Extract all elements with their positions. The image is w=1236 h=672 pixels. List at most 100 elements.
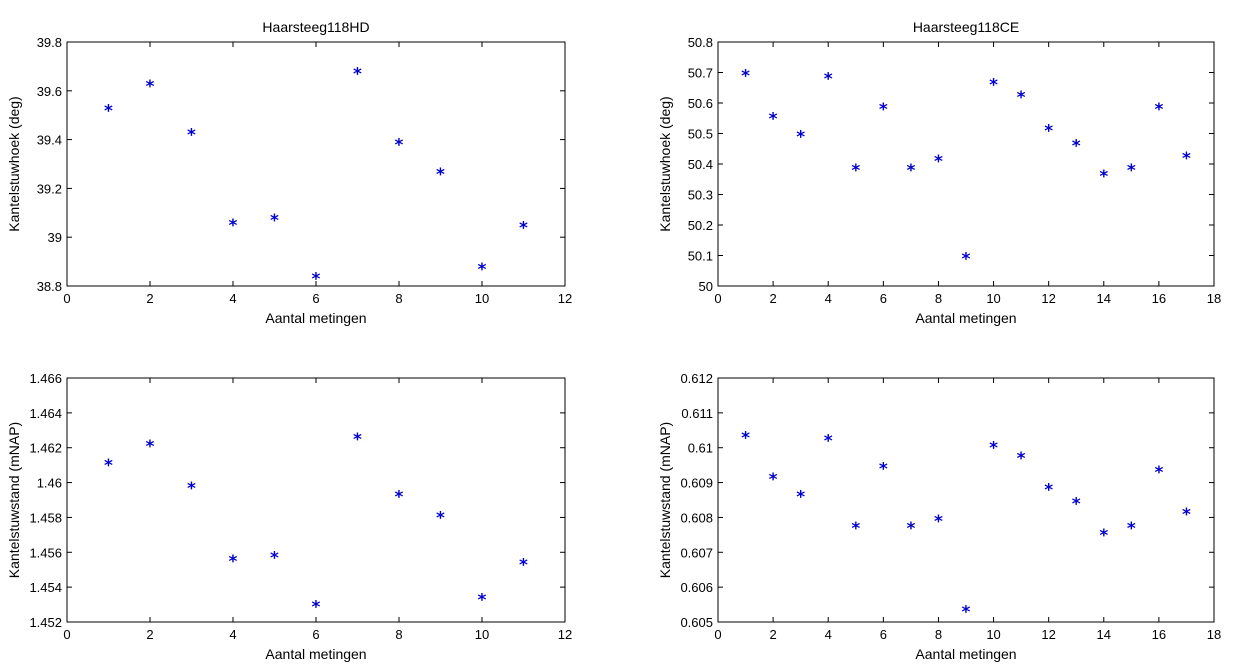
x-tick-label: 4: [229, 627, 236, 642]
x-tick-label: 12: [1041, 291, 1055, 306]
y-tick-label: 0.612: [680, 371, 713, 386]
x-tick-label: 2: [769, 627, 776, 642]
y-tick-label: 1.454: [29, 580, 62, 595]
data-point: *: [1099, 167, 1108, 187]
y-tick-label: 39: [48, 230, 62, 245]
data-point: *: [741, 67, 750, 87]
x-tick-label: 2: [769, 291, 776, 306]
data-point: *: [989, 76, 998, 96]
chart-title: Haarsteeg118HD: [262, 19, 369, 35]
x-tick-label: 12: [558, 627, 572, 642]
axes-box: [717, 377, 1215, 623]
y-tick-label: 0.61: [688, 441, 713, 456]
x-tick-label: 16: [1152, 627, 1166, 642]
data-point: *: [962, 603, 971, 623]
data-point: *: [962, 250, 971, 270]
y-tick-label: 0.608: [680, 510, 713, 525]
x-tick-label: 14: [1097, 627, 1111, 642]
data-point: *: [312, 270, 321, 290]
x-tick-label: 12: [558, 291, 572, 306]
x-tick-label: 8: [395, 291, 402, 306]
data-point: *: [1072, 494, 1081, 514]
data-point: *: [187, 479, 196, 499]
y-axis-label: Kantelstuwstand (mNAP): [6, 422, 22, 578]
x-axis-label: Aantal metingen: [265, 310, 366, 326]
data-point: *: [851, 161, 860, 181]
y-tick-label: 50.7: [688, 66, 713, 81]
x-tick-label: 6: [312, 291, 319, 306]
x-tick-label: 10: [986, 291, 1000, 306]
y-tick-label: 39.2: [37, 181, 62, 196]
y-tick-label: 1.452: [29, 615, 62, 630]
y-tick-label: 1.464: [29, 406, 62, 421]
data-point: *: [104, 456, 113, 476]
y-tick-label: 0.607: [680, 545, 713, 560]
x-tick-label: 18: [1207, 291, 1221, 306]
data-point: *: [1127, 519, 1136, 539]
y-axis-label: Kantelstuwstand (mNAP): [657, 422, 673, 578]
data-point: *: [1072, 137, 1081, 157]
subplot-3: 0 2 4 6 8 10 12 1.452 1.454 1.456 1.458 1.46 1.462 1.…: [6, 371, 572, 662]
data-point: *: [824, 432, 833, 452]
y-tick-label: 39.6: [37, 84, 62, 99]
data-point: *: [229, 216, 238, 236]
data-point: *: [353, 65, 362, 85]
data-point: *: [478, 590, 487, 610]
data-point: *: [1127, 161, 1136, 181]
data-point: *: [312, 597, 321, 617]
subplot-4: 0 2 4 6 8 10 12 14 16 18 0.605 0.606 0.607 0.608 0.609…: [657, 371, 1221, 662]
data-point: *: [1044, 121, 1053, 141]
x-tick-label: 10: [475, 291, 489, 306]
x-tick-label: 18: [1207, 627, 1221, 642]
x-tick-label: 10: [986, 627, 1000, 642]
y-tick-label: 0.606: [680, 580, 713, 595]
x-tick-label: 4: [825, 627, 832, 642]
x-tick-label: 6: [312, 627, 319, 642]
data-point: *: [796, 488, 805, 508]
data-point: *: [1017, 449, 1026, 469]
x-tick-label: 0: [63, 291, 70, 306]
y-tick-label: 39.4: [37, 133, 62, 148]
y-tick-label: 1.46: [37, 476, 62, 491]
data-point: *: [104, 101, 113, 121]
data-point: *: [353, 430, 362, 450]
data-point: *: [1017, 88, 1026, 108]
x-tick-label: 12: [1041, 627, 1055, 642]
x-tick-label: 16: [1152, 291, 1166, 306]
x-tick-label: 14: [1097, 291, 1111, 306]
y-axis-label: Kantelstuwhoek (deg): [657, 96, 673, 231]
y-tick-label: 50.2: [688, 218, 713, 233]
x-tick-label: 4: [229, 291, 236, 306]
data-point: *: [519, 218, 528, 238]
data-point: *: [229, 552, 238, 572]
data-point: *: [741, 428, 750, 448]
data-point: *: [1099, 526, 1108, 546]
data-point: *: [879, 460, 888, 480]
x-tick-label: 0: [714, 627, 721, 642]
y-tick-label: 50.4: [688, 157, 713, 172]
x-tick-label: 8: [935, 627, 942, 642]
y-tick-label: 50.6: [688, 96, 713, 111]
x-tick-label: 10: [475, 627, 489, 642]
data-point: *: [1044, 481, 1053, 501]
y-tick-label: 1.458: [29, 510, 62, 525]
data-point: *: [934, 152, 943, 172]
data-point: *: [1182, 149, 1191, 169]
x-tick-label: 0: [63, 627, 70, 642]
y-tick-label: 1.462: [29, 441, 62, 456]
data-point: *: [824, 70, 833, 90]
data-point: *: [769, 470, 778, 490]
x-axis-label: Aantal metingen: [915, 310, 1016, 326]
data-point: *: [851, 519, 860, 539]
data-point: *: [1154, 463, 1163, 483]
data-point: *: [989, 439, 998, 459]
y-tick-label: 50.8: [688, 35, 713, 50]
y-tick-label: 50.3: [688, 188, 713, 203]
x-axis-label: Aantal metingen: [915, 646, 1016, 662]
data-point: *: [436, 508, 445, 528]
data-point: *: [906, 161, 915, 181]
data-point: *: [906, 519, 915, 539]
data-point: *: [146, 77, 155, 97]
y-tick-label: 0.611: [681, 406, 713, 421]
